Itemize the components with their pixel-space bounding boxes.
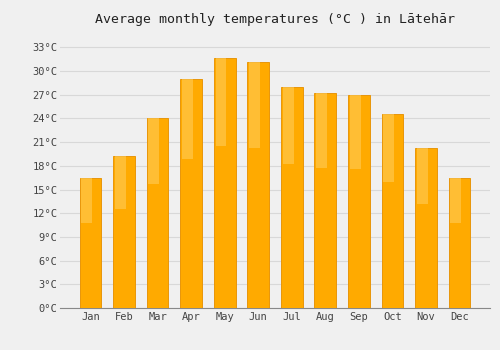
Bar [415,148,437,308]
Bar [281,87,302,308]
Bar [314,93,336,308]
Bar [182,79,193,159]
Bar [148,118,160,184]
Bar [282,87,294,164]
Title: Average monthly temperatures (°C ) in Lātehār: Average monthly temperatures (°C ) in Lā… [95,13,455,26]
Bar [448,178,470,308]
Bar [450,178,462,223]
Bar [216,58,226,146]
Bar [348,95,370,308]
Bar [214,58,236,308]
Bar [417,148,428,204]
Bar [248,62,269,308]
Bar [316,93,327,168]
Bar [115,156,126,209]
Bar [82,178,92,223]
Bar [384,114,394,182]
Bar [113,156,135,308]
Bar [382,114,404,308]
Bar [80,178,102,308]
Bar [180,79,202,308]
Bar [146,118,169,308]
Bar [249,62,260,148]
Bar [350,95,360,169]
